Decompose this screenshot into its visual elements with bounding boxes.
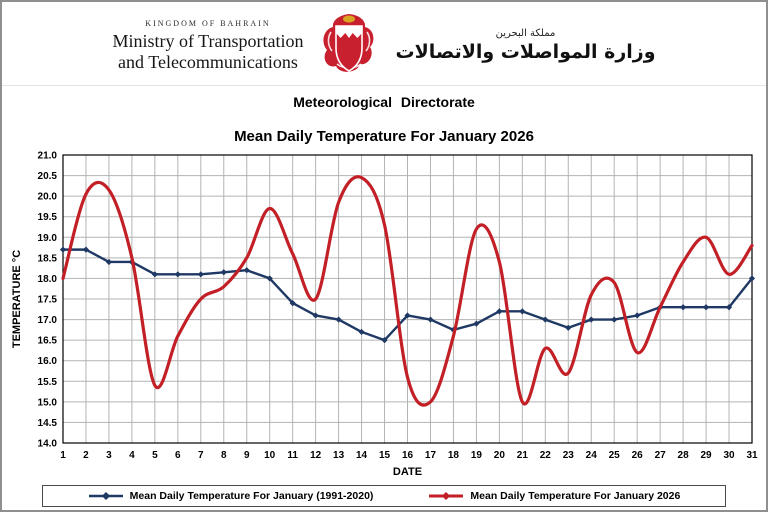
svg-text:11: 11 <box>287 450 298 461</box>
red-line-marker-icon <box>429 492 464 500</box>
svg-text:24: 24 <box>586 450 598 461</box>
svg-text:30: 30 <box>723 450 735 461</box>
svg-text:15.5: 15.5 <box>38 377 58 388</box>
svg-text:25: 25 <box>609 450 621 461</box>
chart-title: Mean Daily Temperature For January 2026 <box>234 128 534 145</box>
svg-text:14.0: 14.0 <box>38 439 58 450</box>
svg-text:12: 12 <box>310 450 322 461</box>
svg-text:20.5: 20.5 <box>38 171 58 182</box>
svg-text:19.0: 19.0 <box>38 233 58 244</box>
ministry-arabic-block: مملكة البحرين وزارة المواصلات والاتصالات <box>395 28 655 63</box>
svg-text:31: 31 <box>746 450 758 461</box>
svg-text:17.5: 17.5 <box>38 295 58 306</box>
legend-label-climatology: Mean Daily Temperature For January (1991… <box>129 490 374 502</box>
kingdom-arabic-text: مملكة البحرين <box>495 28 556 39</box>
svg-text:16.5: 16.5 <box>38 336 58 347</box>
bahrain-emblem-icon <box>323 13 374 72</box>
svg-text:TEMPERATURE °C: TEMPERATURE °C <box>11 250 23 348</box>
svg-text:15: 15 <box>379 450 391 461</box>
ministry-english-block: KINGDOM OF BAHRAIN Ministry of Transport… <box>112 19 303 72</box>
svg-text:21: 21 <box>517 450 529 461</box>
svg-text:19.5: 19.5 <box>38 212 58 223</box>
svg-text:15.0: 15.0 <box>38 397 58 408</box>
temperature-line-chart: 14.0 14.5 15.0 15.5 16.0 16.5 17.0 17.5 18.0 18.5… <box>11 151 758 479</box>
svg-text:28: 28 <box>678 450 690 461</box>
svg-text:29: 29 <box>701 450 713 461</box>
svg-text:20: 20 <box>494 450 506 461</box>
svg-text:22: 22 <box>540 450 552 461</box>
svg-text:14: 14 <box>356 450 368 461</box>
svg-text:17.0: 17.0 <box>38 315 58 326</box>
svg-text:8: 8 <box>221 450 227 461</box>
svg-text:14.5: 14.5 <box>38 418 58 429</box>
chart-legend: Mean Daily Temperature For January (1991… <box>42 485 726 507</box>
svg-text:19: 19 <box>471 450 483 461</box>
svg-text:9: 9 <box>244 450 250 461</box>
kingdom-of-bahrain-text: KINGDOM OF BAHRAIN <box>145 18 271 28</box>
legend-item-2026: Mean Daily Temperature For January 2026 <box>428 490 680 502</box>
svg-text:1: 1 <box>60 450 66 461</box>
svg-text:2: 2 <box>83 450 89 461</box>
directorate-title: Meteorological Directorate <box>293 94 475 110</box>
svg-text:16.0: 16.0 <box>38 356 58 367</box>
svg-text:21.0: 21.0 <box>38 151 58 162</box>
ministry-name-line2: and Telecommunications <box>118 51 298 72</box>
svg-text:DATE: DATE <box>393 466 422 478</box>
svg-text:4: 4 <box>129 450 135 461</box>
svg-text:18.5: 18.5 <box>38 253 58 264</box>
svg-text:27: 27 <box>655 450 667 461</box>
bahrain-emblem-logo <box>321 12 377 80</box>
svg-text:16: 16 <box>402 450 414 461</box>
page-header: KINGDOM OF BAHRAIN Ministry of Transport… <box>2 2 766 86</box>
svg-text:10: 10 <box>264 450 276 461</box>
blue-line-marker-icon <box>88 492 123 500</box>
ministry-name-line1: Ministry of Transportation <box>112 30 304 51</box>
svg-text:17: 17 <box>425 450 437 461</box>
svg-text:7: 7 <box>198 450 204 461</box>
svg-text:5: 5 <box>152 450 158 461</box>
svg-text:26: 26 <box>632 450 644 461</box>
svg-text:20.0: 20.0 <box>38 192 58 203</box>
svg-text:13: 13 <box>333 450 345 461</box>
legend-item-climatology: Mean Daily Temperature For January (1991… <box>88 490 374 502</box>
legend-label-2026: Mean Daily Temperature For January 2026 <box>470 490 681 502</box>
svg-text:18: 18 <box>448 450 460 461</box>
svg-text:18.0: 18.0 <box>38 274 58 285</box>
svg-text:6: 6 <box>175 450 181 461</box>
ministry-arabic-text: وزارة المواصلات والاتصالات <box>395 41 656 63</box>
svg-text:3: 3 <box>106 450 112 461</box>
svg-text:23: 23 <box>563 450 575 461</box>
